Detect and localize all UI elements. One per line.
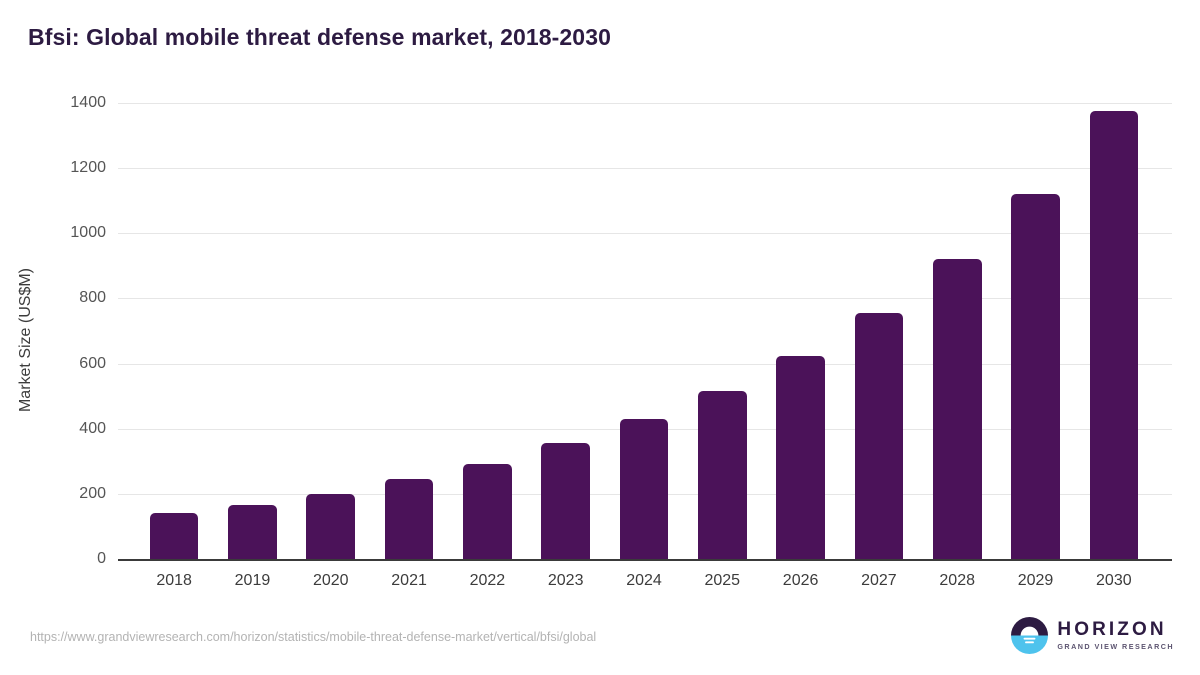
bar[interactable] bbox=[463, 463, 512, 559]
page-title: Bfsi: Global mobile threat defense marke… bbox=[28, 24, 611, 50]
y-axis-tick-label: 800 bbox=[79, 289, 106, 307]
x-axis-tick-label: 2023 bbox=[547, 572, 584, 589]
x-axis-tick-label: 2029 bbox=[1017, 572, 1054, 589]
horizon-logo: HORIZON GRAND VIEW RESEARCH bbox=[1011, 617, 1174, 654]
bar[interactable] bbox=[776, 356, 825, 559]
gridline bbox=[118, 103, 1172, 104]
y-axis-tick-label: 1400 bbox=[70, 94, 106, 111]
bar[interactable] bbox=[384, 479, 434, 559]
bar[interactable] bbox=[1011, 194, 1060, 559]
horizon-logo-icon bbox=[1011, 617, 1049, 654]
source-url[interactable]: https://www.grandviewresearch.com/horizo… bbox=[30, 630, 597, 644]
x-axis-tick-label: 2021 bbox=[391, 572, 427, 589]
y-axis-tick-label: 0 bbox=[97, 550, 106, 567]
bar[interactable] bbox=[228, 505, 277, 559]
x-axis-tick-label: 2024 bbox=[626, 572, 662, 589]
bar[interactable] bbox=[932, 259, 982, 559]
x-axis-tick-label: 2027 bbox=[861, 572, 897, 589]
bar[interactable] bbox=[541, 443, 590, 559]
bar[interactable] bbox=[306, 493, 356, 559]
bar[interactable] bbox=[1089, 111, 1139, 559]
logo-subtitle: GRAND VIEW RESEARCH bbox=[1057, 642, 1174, 652]
y-axis-tick-label: 1200 bbox=[70, 159, 106, 177]
bar[interactable] bbox=[149, 513, 199, 559]
x-axis-tick-label: 2025 bbox=[704, 572, 741, 589]
y-axis-tick-label: 1000 bbox=[70, 224, 106, 242]
logo-name: HORIZON bbox=[1057, 619, 1167, 641]
x-axis-tick-label: 2030 bbox=[1096, 572, 1132, 589]
y-axis-tick-label: 200 bbox=[79, 484, 106, 502]
x-axis-tick-label: 2026 bbox=[782, 572, 819, 589]
x-axis-tick-label: 2028 bbox=[939, 572, 975, 589]
bar[interactable] bbox=[854, 313, 904, 559]
gridline bbox=[118, 363, 1172, 365]
gridline bbox=[118, 298, 1172, 300]
x-axis-tick-label: 2022 bbox=[469, 572, 506, 589]
x-axis-line bbox=[118, 559, 1172, 561]
x-axis-tick-label: 2020 bbox=[312, 572, 349, 589]
x-axis-tick-label: 2018 bbox=[156, 572, 192, 589]
gridline bbox=[118, 168, 1172, 170]
x-axis-tick-label: 2019 bbox=[234, 572, 271, 589]
gridline bbox=[118, 233, 1172, 235]
horizon-logo-text: HORIZON GRAND VIEW RESEARCH bbox=[1057, 620, 1174, 650]
bar[interactable] bbox=[619, 418, 669, 559]
y-axis-tick-label: 400 bbox=[79, 419, 106, 437]
bar[interactable] bbox=[698, 390, 747, 559]
y-axis-tick-label: 600 bbox=[79, 354, 106, 372]
